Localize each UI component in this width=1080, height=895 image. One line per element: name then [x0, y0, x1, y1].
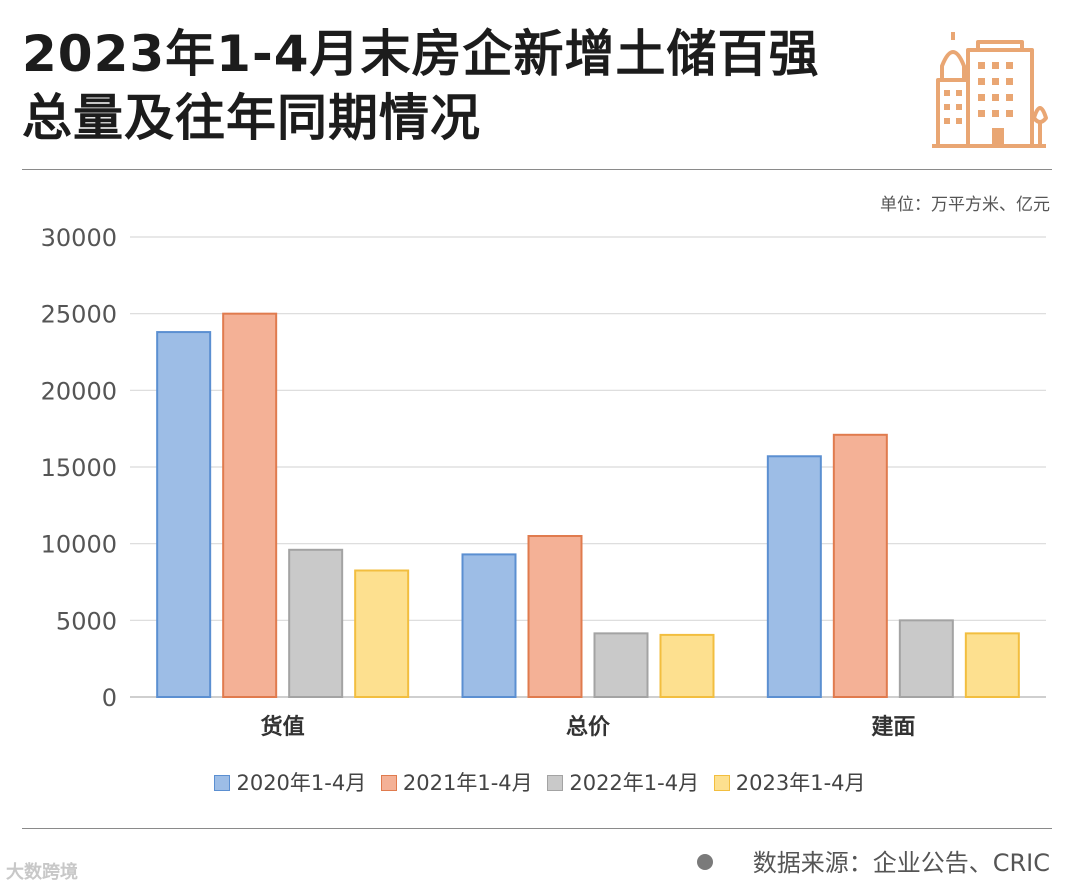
bar: [222, 312, 278, 699]
chart-title: 2023年1-4月末房企新增土储百强 总量及往年同期情况: [22, 22, 902, 150]
y-tick-label: 30000: [41, 224, 117, 252]
legend-item-2022: 2022年1-4月: [547, 767, 699, 797]
legend-swatch-2023: [713, 775, 730, 791]
legend-label-2021: 2021年1-4月: [402, 771, 533, 795]
legend-label-2022: 2022年1-4月: [569, 771, 700, 795]
legend-swatch-2021: [380, 775, 397, 791]
legend-item-2020: 2020年1-4月: [214, 767, 366, 797]
bottom-divider: [22, 828, 1052, 829]
x-tick-label: 总价: [566, 714, 611, 740]
bar-chart: 0 5000 10000 15000 20000 25000 30000 货值 总价 建面: [41, 224, 1046, 740]
unit-note: 单位：万平方米、亿元: [880, 195, 1050, 215]
title-line-2: 总量及往年同期情况: [22, 89, 481, 147]
bar: [354, 569, 410, 698]
bar: [593, 632, 649, 699]
source-note: 数据来源：企业公告、CRIC: [696, 843, 1050, 878]
building-icon: [932, 32, 1048, 148]
bar: [832, 433, 888, 699]
y-tick-label: 20000: [41, 377, 117, 405]
top-divider: [22, 169, 1052, 170]
legend-swatch-2020: [214, 775, 231, 791]
source-text: 数据来源：企业公告、CRIC: [752, 849, 1050, 877]
bullet-dot-icon: [696, 854, 713, 870]
bar: [659, 633, 715, 698]
legend-label-2023: 2023年1-4月: [735, 771, 866, 795]
legend-swatch-2022: [547, 775, 564, 791]
title-line-1: 2023年1-4月末房企新增土储百强: [22, 25, 820, 83]
y-tick-label: 0: [102, 684, 117, 712]
legend-item-2021: 2021年1-4月: [380, 767, 533, 797]
bar: [898, 619, 954, 699]
legend-item-2023: 2023年1-4月: [713, 767, 866, 797]
y-tick-label: 10000: [41, 531, 117, 559]
x-tick-label: 建面: [871, 715, 915, 740]
watermark-logo: 大数跨境: [6, 862, 78, 883]
y-tick-label: 5000: [56, 607, 117, 635]
legend-label-2020: 2020年1-4月: [236, 771, 367, 795]
bar: [156, 331, 212, 698]
y-tick-label: 25000: [41, 301, 117, 329]
bar: [766, 455, 822, 698]
y-tick-label: 15000: [41, 454, 117, 482]
legend: 2020年1-4月 2021年1-4月 2022年1-4月 2023年1-4月: [0, 767, 1080, 797]
bar: [964, 632, 1020, 699]
bar: [461, 553, 517, 698]
bar: [288, 548, 344, 698]
bar: [527, 535, 583, 698]
x-tick-label: 货值: [261, 714, 305, 740]
